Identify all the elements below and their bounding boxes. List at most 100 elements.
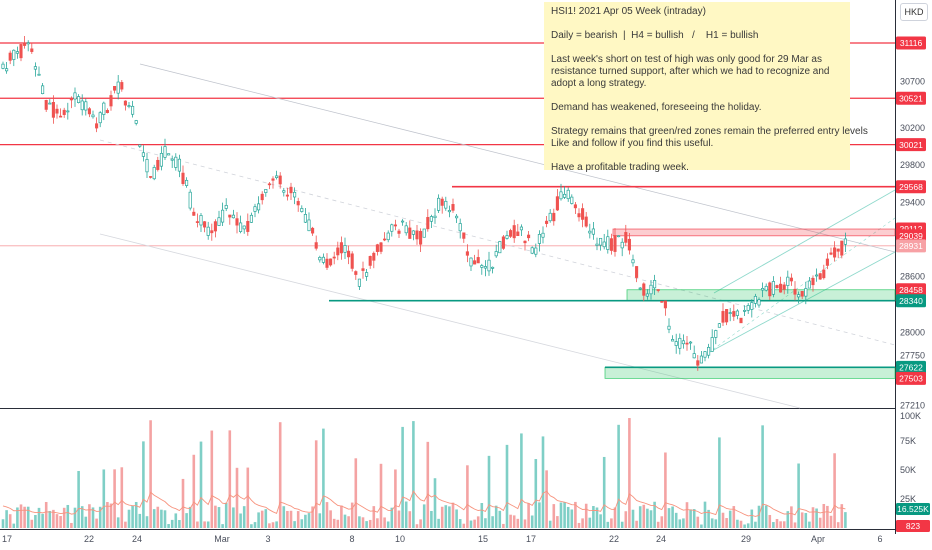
volume-bar — [142, 441, 145, 528]
candle — [123, 100, 127, 111]
candle — [386, 230, 390, 243]
candle — [433, 208, 437, 224]
candle — [228, 214, 232, 225]
volume-bar — [811, 507, 815, 528]
axis-layer: 30700 30200 29800 29400 28600 28000 27750 27210… — [2, 77, 925, 544]
price-marker-label: 28458 — [899, 285, 923, 295]
volume-bar — [667, 508, 671, 528]
volume-bar — [260, 510, 264, 528]
note-line — [551, 18, 843, 30]
channel-line[interactable] — [707, 251, 896, 354]
volume-bar — [343, 514, 347, 528]
candle — [541, 226, 545, 244]
volume-bar — [217, 507, 221, 528]
candle — [411, 230, 415, 241]
price-marker[interactable]: 27503 — [896, 371, 926, 385]
price-marker[interactable]: 30521 — [896, 91, 926, 105]
candle — [440, 196, 444, 214]
candle — [483, 260, 487, 277]
candle — [570, 194, 574, 205]
candle — [595, 237, 599, 251]
candle — [426, 209, 430, 232]
volume-bar — [566, 506, 570, 528]
volume-bar — [26, 506, 30, 528]
candle — [573, 202, 577, 214]
candle — [649, 280, 653, 300]
trend-line[interactable] — [99, 233, 801, 409]
candle — [141, 145, 145, 162]
price-marker[interactable]: 28931 — [896, 239, 926, 253]
candle — [465, 244, 469, 263]
demand-zone[interactable] — [626, 289, 896, 302]
price-marker[interactable]: 31116 — [896, 36, 926, 50]
volume-bar — [829, 515, 833, 528]
volume-bar — [570, 509, 574, 528]
candle — [624, 224, 628, 246]
candle — [329, 258, 333, 267]
volume-bar — [588, 517, 592, 528]
price-marker[interactable]: 27622 — [896, 360, 926, 374]
candle — [15, 46, 19, 59]
volume-bar — [268, 523, 271, 528]
channel-line[interactable] — [713, 189, 896, 294]
candle — [350, 251, 354, 272]
candle — [80, 94, 84, 116]
volume-bar — [592, 506, 595, 528]
volume-bar — [484, 518, 487, 528]
volume-bar — [440, 506, 444, 528]
candle — [717, 322, 721, 328]
price-marker[interactable]: 30021 — [896, 138, 926, 152]
candle — [401, 219, 405, 226]
volume-bar — [41, 513, 44, 528]
price-marker[interactable]: 29039 — [896, 229, 926, 243]
volume-marker[interactable]: 16.525K — [896, 503, 930, 515]
volume-bar — [98, 506, 102, 528]
volume-bar — [430, 510, 433, 528]
volume-bar — [242, 506, 246, 528]
supply-zone[interactable] — [612, 228, 896, 237]
candle — [667, 318, 671, 334]
candle — [397, 228, 401, 239]
price-marker[interactable]: 28458 — [896, 283, 926, 297]
candle — [494, 244, 498, 258]
volume-bar — [790, 506, 793, 528]
candle — [339, 236, 343, 260]
candle — [260, 191, 264, 205]
candle — [606, 229, 610, 254]
volume-bar — [444, 505, 448, 528]
candle — [199, 213, 203, 233]
volume-bar — [556, 516, 559, 528]
candle — [473, 254, 477, 265]
volume-bar — [800, 512, 804, 528]
trend-line[interactable] — [99, 139, 896, 346]
demand-zone[interactable] — [604, 366, 896, 379]
channel-line[interactable] — [707, 217, 896, 354]
candle — [627, 232, 631, 255]
time-tick-label: 17 — [2, 534, 12, 544]
volume-bar — [250, 524, 253, 528]
price-marker[interactable]: 29568 — [896, 180, 926, 194]
volume-bar — [178, 520, 181, 528]
price-tick-label: 30200 — [900, 123, 925, 133]
analysis-note[interactable]: HSI1! 2021 Apr 05 Week (intraday) Daily =… — [544, 2, 868, 173]
volume-bar — [833, 453, 836, 528]
currency-button[interactable]: HKD — [900, 3, 928, 21]
candle — [775, 284, 779, 289]
candle — [55, 104, 59, 119]
volume-bar — [257, 512, 260, 528]
price-marker[interactable]: 28340 — [896, 294, 926, 308]
candle — [62, 107, 66, 118]
volume-bar — [656, 521, 660, 528]
candle — [797, 291, 801, 304]
volume-bar — [80, 506, 84, 528]
trend-line[interactable] — [139, 63, 896, 253]
time-tick-label: 24 — [132, 534, 142, 544]
volume-marker[interactable]: 823 — [896, 520, 930, 532]
candle — [559, 183, 563, 201]
volume-marker-label: 16.525K — [897, 504, 929, 514]
candle — [343, 237, 347, 259]
candle — [840, 240, 844, 259]
volume-bar — [620, 521, 624, 528]
volume-bar — [322, 428, 325, 528]
candle — [505, 230, 509, 240]
